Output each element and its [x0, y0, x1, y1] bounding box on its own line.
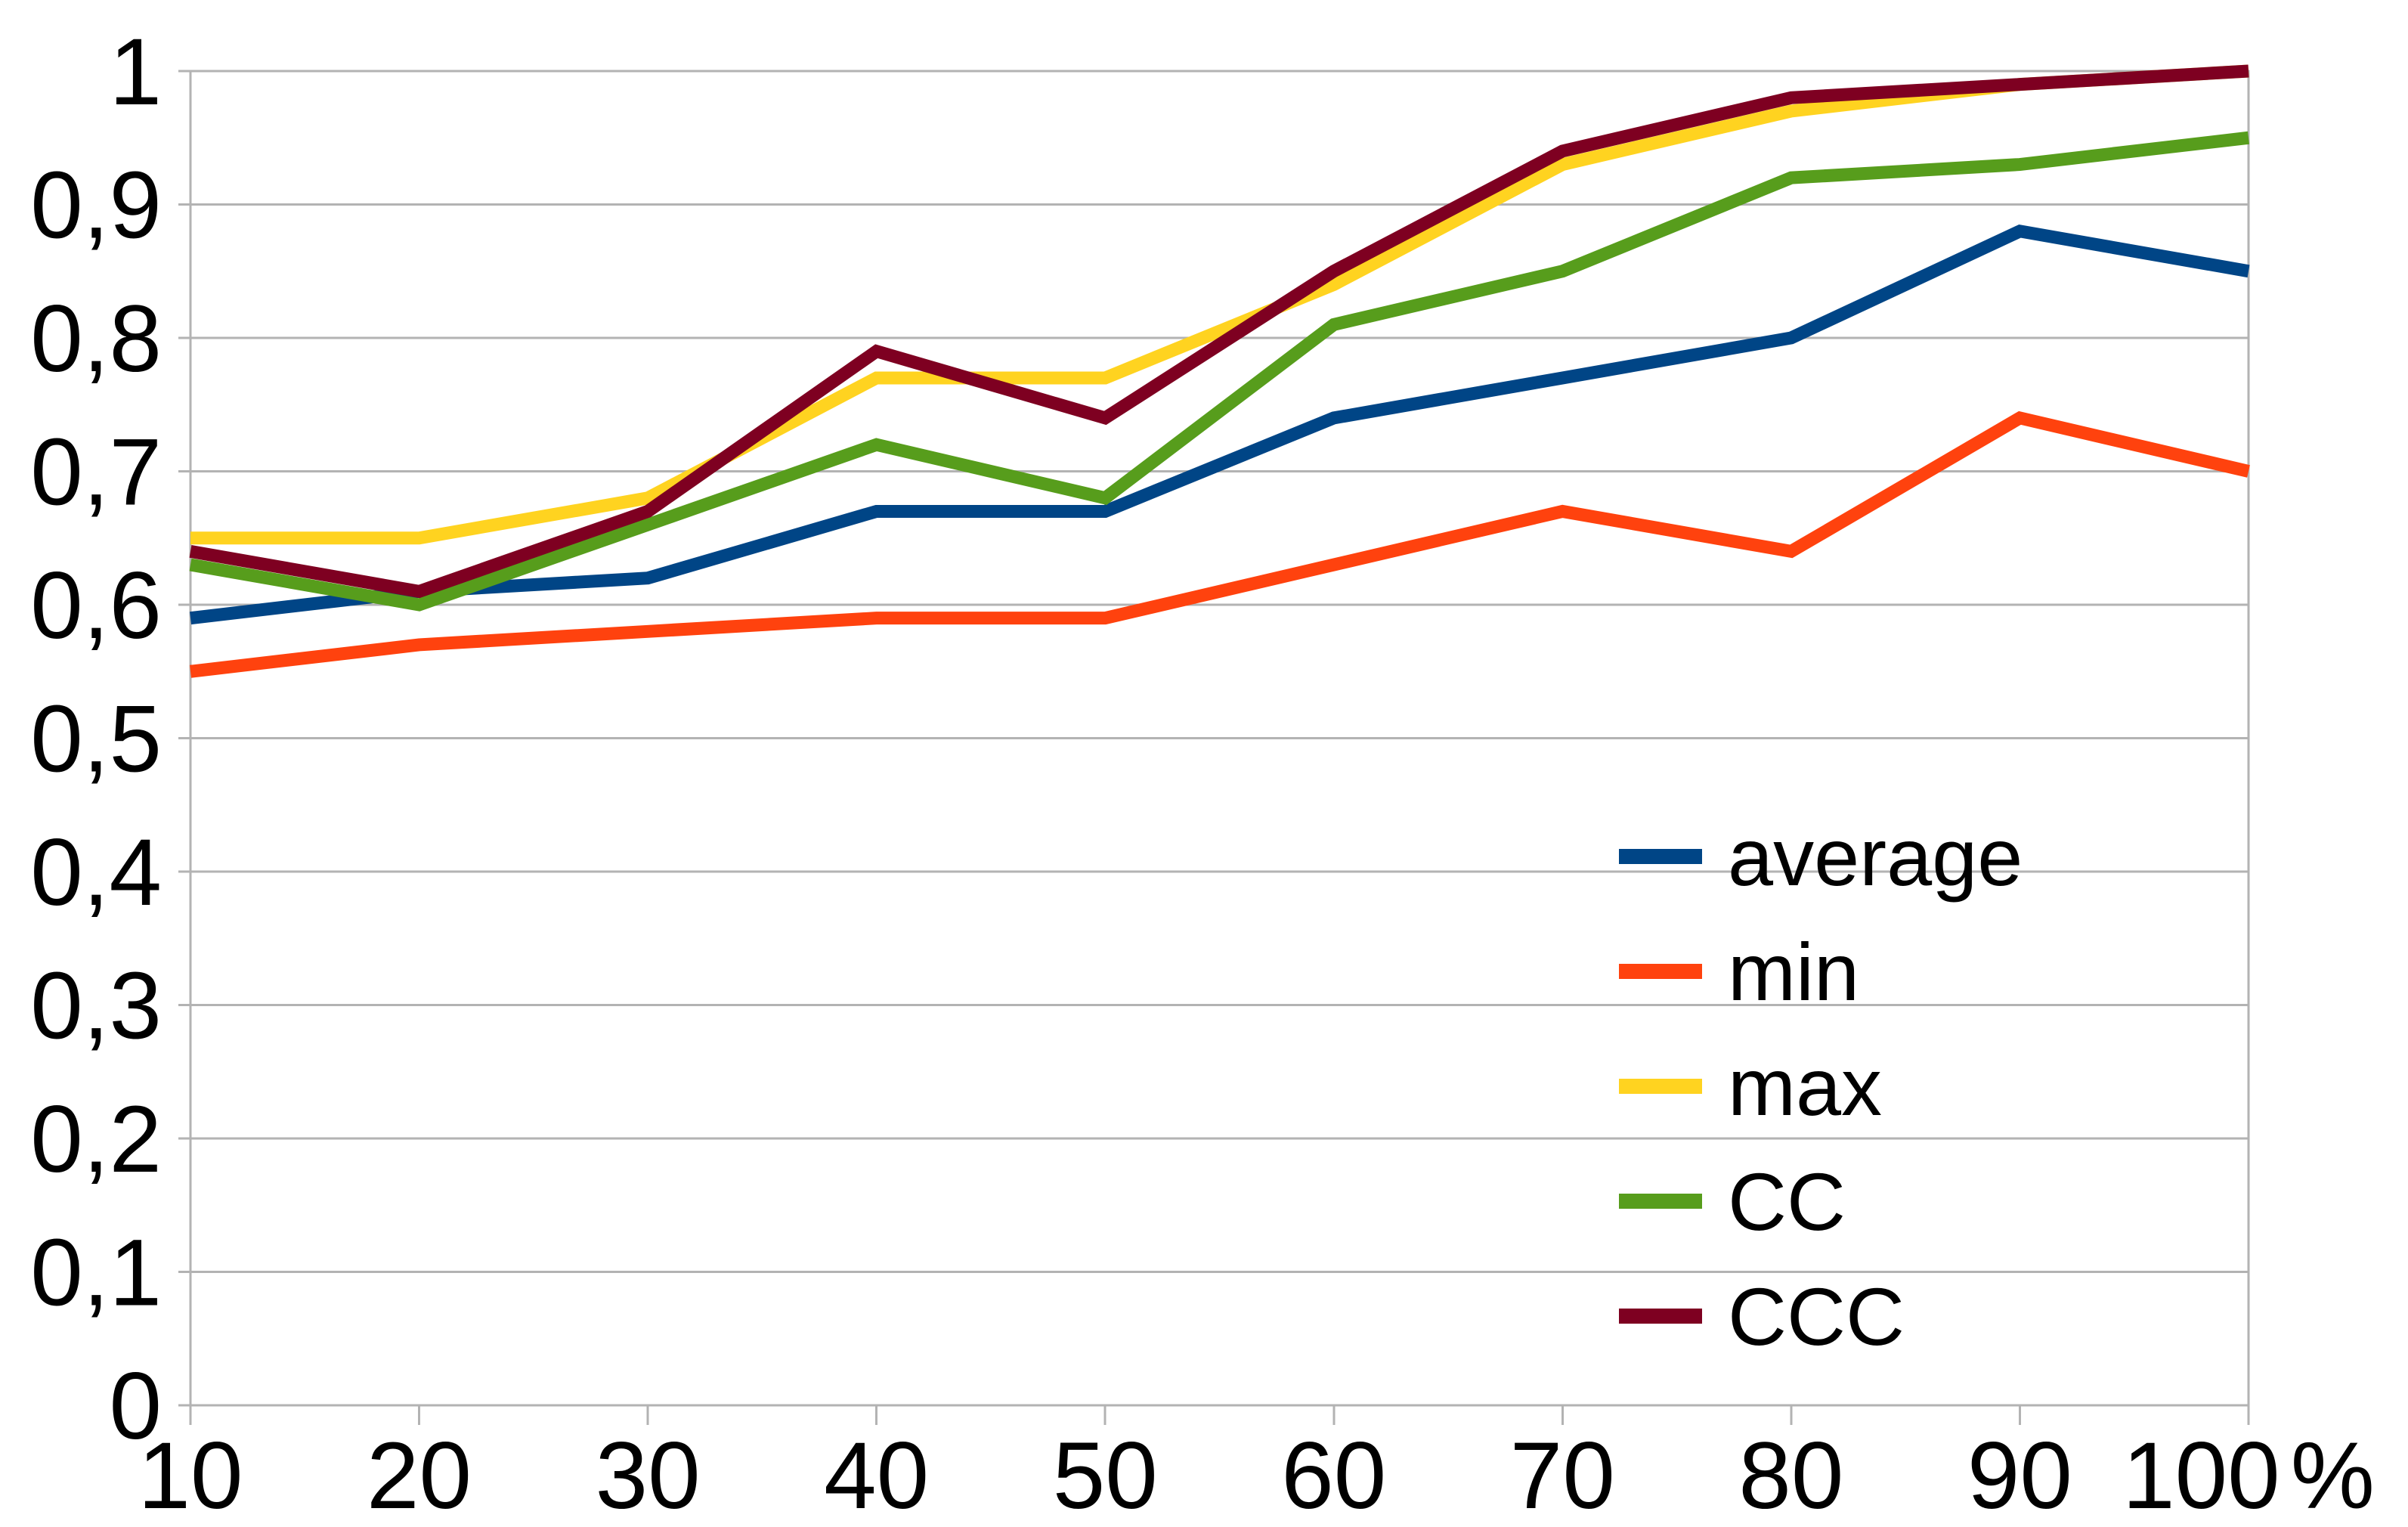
- y-axis-labels: 0 0,1 0,2 0,3 0,4 0,5 0,6 0,7 0,8 0,9 1: [30, 20, 162, 1459]
- x-tick-label: 40: [824, 1423, 929, 1527]
- x-tick-label: 60: [1281, 1423, 1386, 1527]
- x-tick-label: 50: [1053, 1423, 1158, 1527]
- legend-label-min: min: [1728, 926, 1859, 1017]
- series-line-max: [190, 64, 2249, 545]
- legend-label-average: average: [1728, 811, 2023, 903]
- legend-item-max: max: [1619, 1041, 1882, 1132]
- legend-item-CC: CC: [1619, 1156, 1846, 1247]
- legend-label-max: max: [1728, 1041, 1882, 1132]
- y-tick-label: 0,2: [30, 1087, 162, 1192]
- series-line-average: [190, 224, 2250, 625]
- x-tick-label: 100%: [2122, 1423, 2375, 1527]
- legend-item-average: average: [1619, 811, 2023, 903]
- series-lines: [189, 64, 2250, 678]
- series-line-CCC: [189, 64, 2249, 599]
- legend-label-CC: CC: [1728, 1156, 1846, 1247]
- legend-label-CCC: CCC: [1728, 1271, 1905, 1362]
- y-tick-label: 0,9: [30, 153, 162, 259]
- legend-item-min: min: [1619, 926, 1859, 1017]
- y-tick-label: 0,6: [30, 553, 162, 658]
- y-tick-label: 1: [109, 20, 162, 125]
- x-tick-label: 30: [596, 1423, 701, 1527]
- y-tick-label: 0: [109, 1354, 162, 1459]
- y-tick-label: 0,5: [30, 687, 162, 792]
- x-axis-unit-suffix: %: [2291, 1423, 2375, 1527]
- y-tick-label: 0,3: [30, 954, 162, 1059]
- y-tick-label: 0,4: [30, 820, 162, 925]
- y-tick-label: 0,8: [30, 287, 162, 392]
- series-line-min: [190, 410, 2250, 678]
- y-tick-label: 0,1: [30, 1221, 162, 1326]
- series-line-CC: [189, 131, 2249, 612]
- x-tick-label: 10: [138, 1423, 243, 1527]
- legend-item-CCC: CCC: [1619, 1271, 1905, 1362]
- x-tick-label: 20: [367, 1423, 472, 1527]
- x-tick-label: 70: [1510, 1423, 1615, 1527]
- axes: [178, 70, 2250, 1425]
- y-tick-label: 0,7: [30, 420, 162, 525]
- x-tick-label: 90: [1967, 1423, 2072, 1527]
- x-tick-label: 80: [1738, 1423, 1843, 1527]
- x-axis-labels: 10 20 30 40 50 60 70 80 90 100%: [138, 1423, 2374, 1527]
- plot-border: [189, 70, 2250, 1407]
